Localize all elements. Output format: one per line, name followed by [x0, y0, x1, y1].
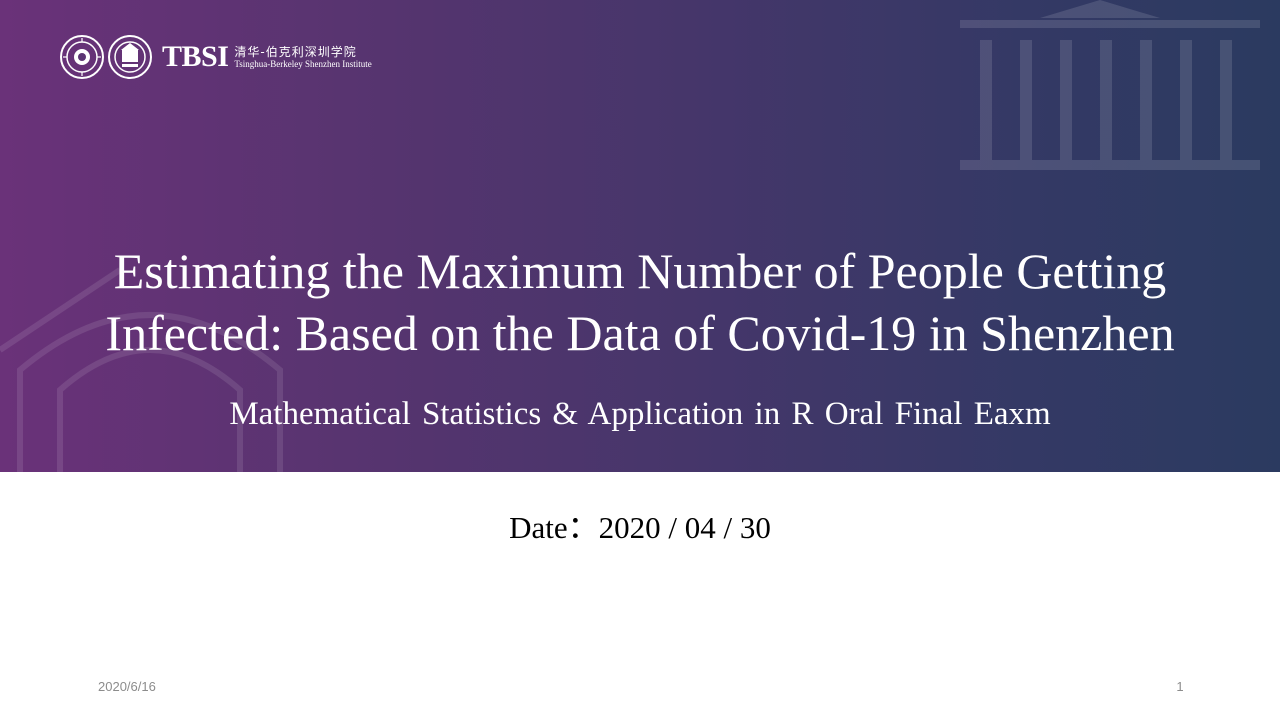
- logo-english-name: Tsinghua-Berkeley Shenzhen Institute: [234, 58, 372, 69]
- tsinghua-seal-icon: [60, 35, 104, 79]
- slide-title: Estimating the Maximum Number of People …: [0, 240, 1280, 364]
- berkeley-seal-icon: [108, 35, 152, 79]
- arch-watermark: [0, 267, 283, 472]
- presentation-date: Date：2020 / 04 / 30: [509, 510, 771, 545]
- logo-wordmark: TBSI: [162, 40, 229, 73]
- logo-chinese-name: 清华-伯克利深圳学院: [234, 44, 357, 59]
- institute-logo: TBSI 清华-伯克利深圳学院 Tsinghua-Berkeley Shenzh…: [60, 34, 372, 80]
- slide-title-line-1: Estimating the Maximum Number of People …: [113, 243, 1167, 299]
- title-banner: TBSI 清华-伯克利深圳学院 Tsinghua-Berkeley Shenzh…: [0, 0, 1280, 472]
- logo-text: 清华-伯克利深圳学院 Tsinghua-Berkeley Shenzhen In…: [234, 45, 371, 70]
- slide-subtitle: Mathematical Statistics & Application in…: [229, 396, 1051, 432]
- slide-title-line-2: Infected: Based on the Data of Covid-19 …: [105, 305, 1175, 361]
- page-number: 1: [1176, 679, 1184, 694]
- building-watermark: [960, 0, 1260, 170]
- footer-date: 2020/6/16: [98, 679, 156, 694]
